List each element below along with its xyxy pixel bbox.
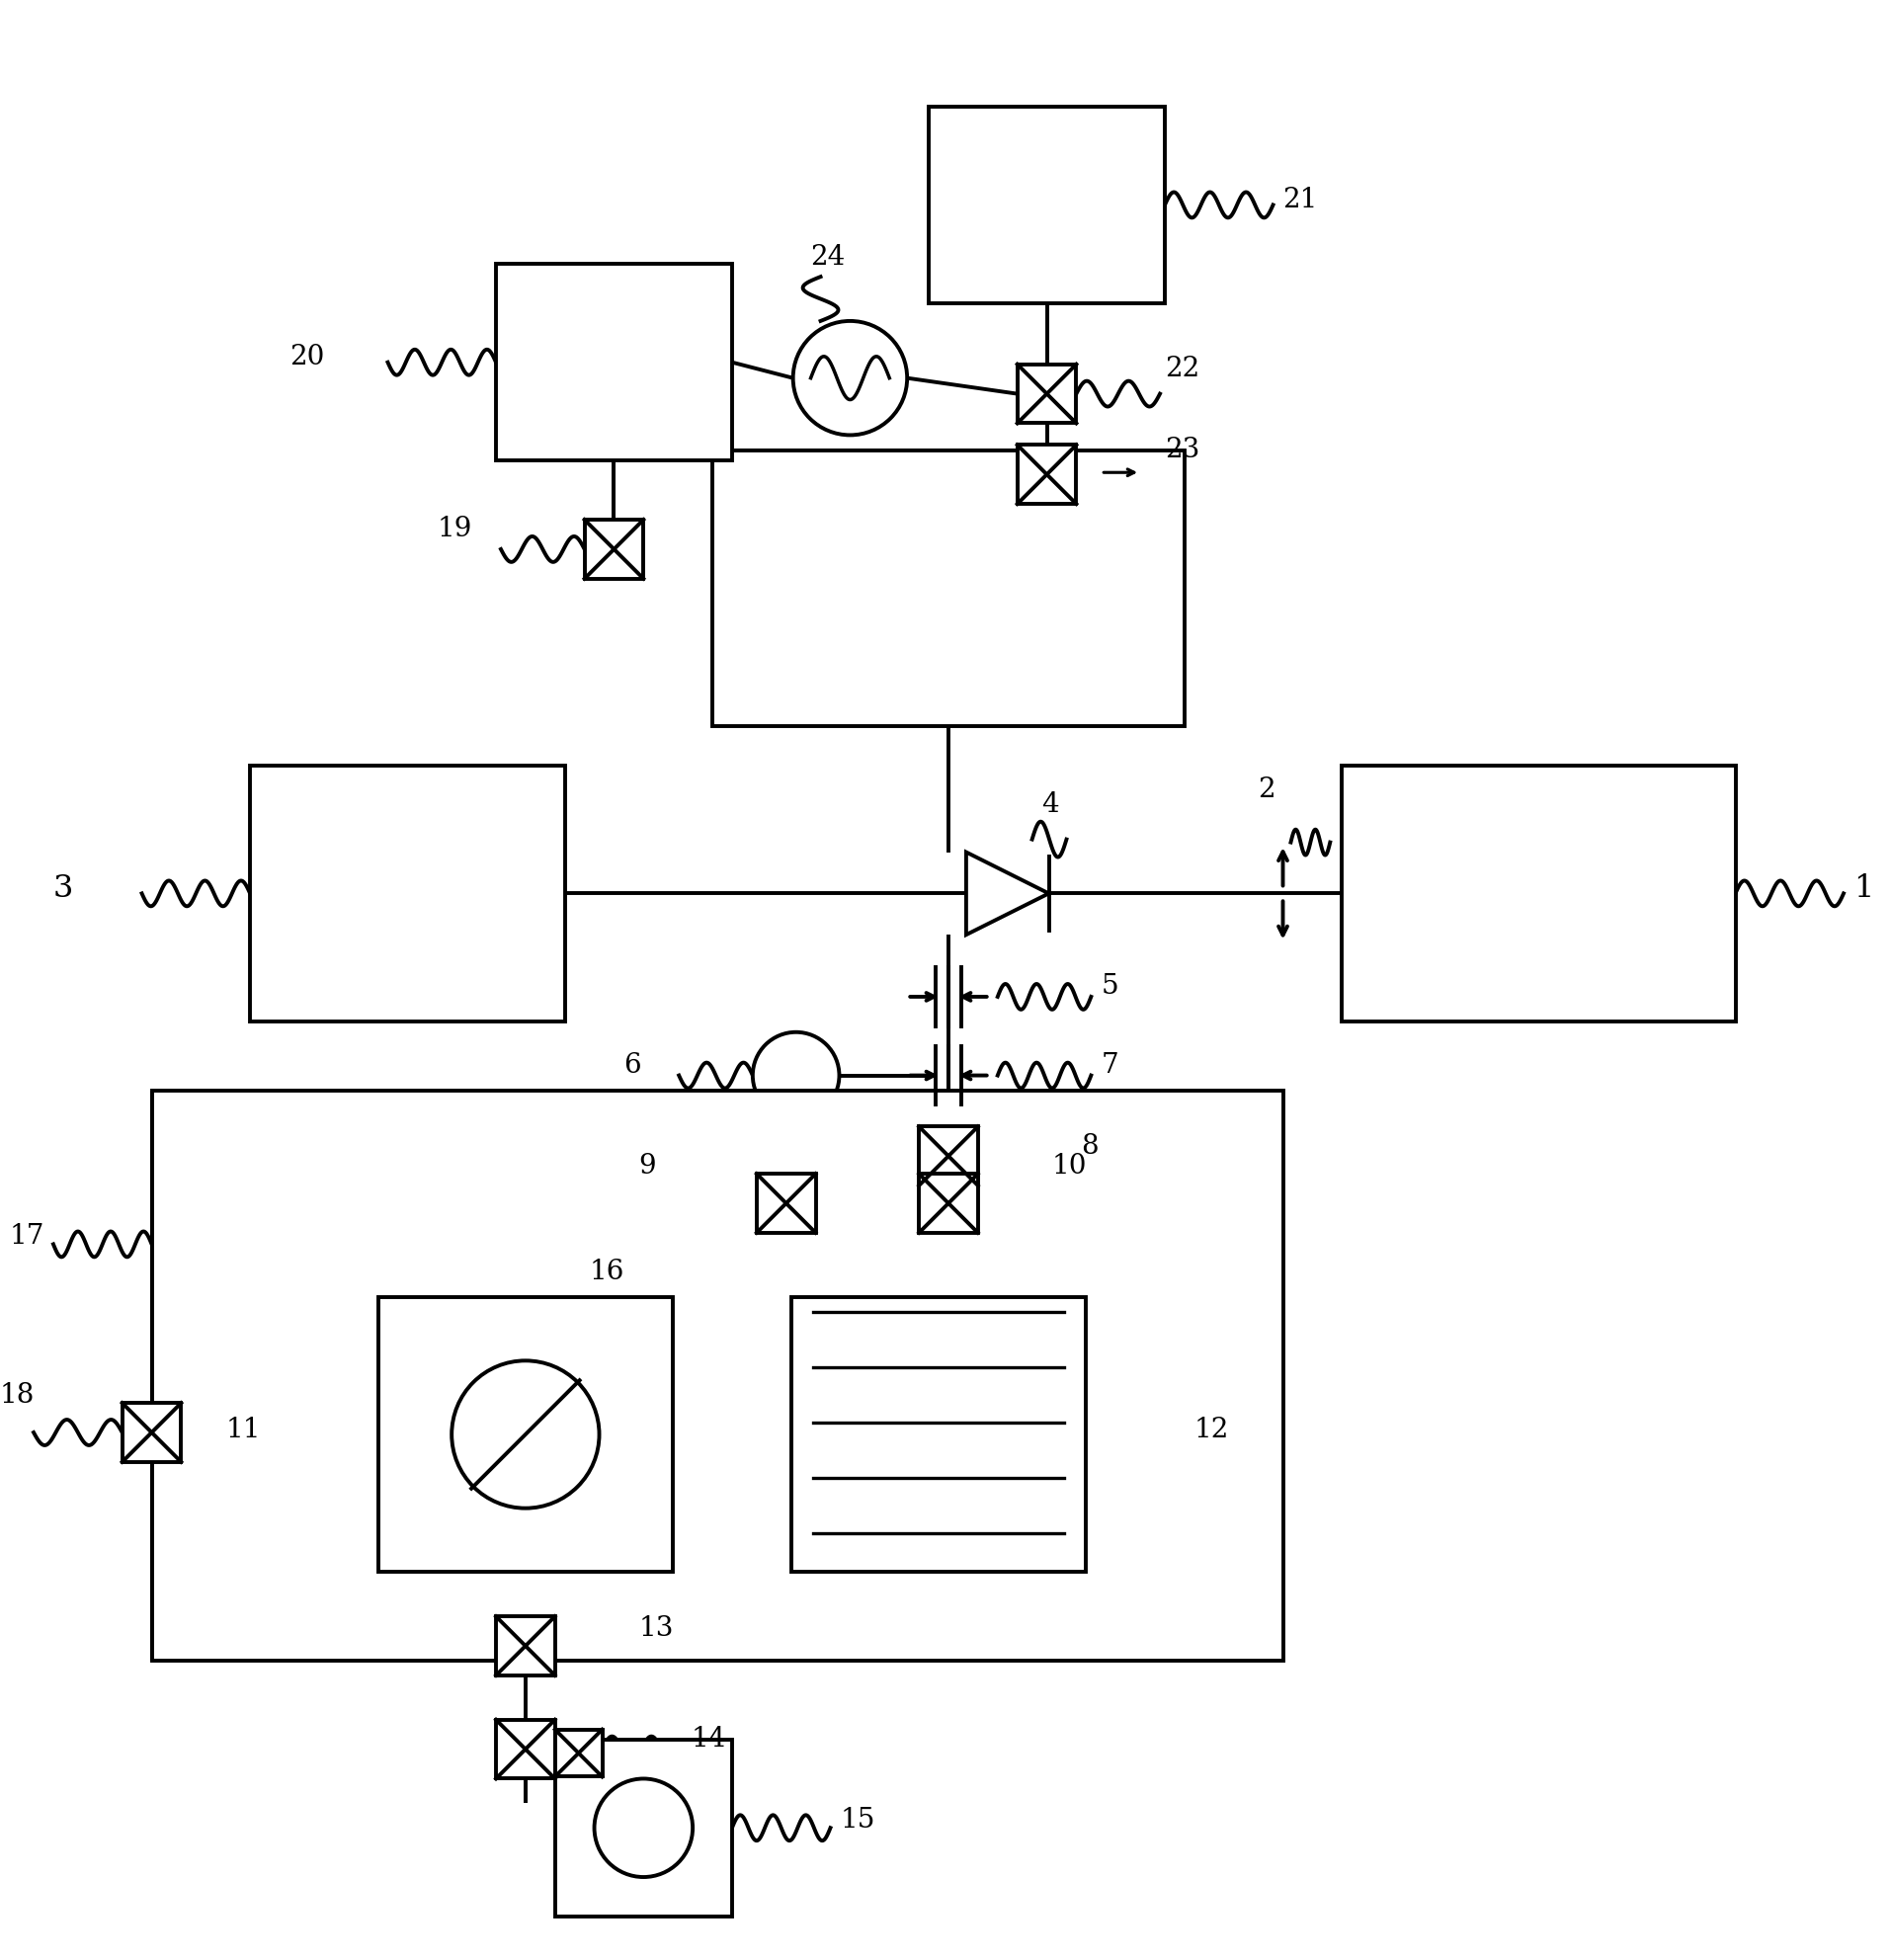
Circle shape — [730, 1225, 843, 1339]
Text: 4: 4 — [1042, 792, 1059, 817]
Bar — [495, 1719, 554, 1778]
Text: 6: 6 — [624, 1053, 641, 1078]
Text: 15: 15 — [840, 1807, 876, 1833]
Text: 10: 10 — [1051, 1152, 1087, 1180]
Text: 20: 20 — [289, 345, 325, 370]
Bar — [584, 519, 643, 578]
Text: 8: 8 — [1082, 1133, 1099, 1160]
Bar — [1343, 766, 1736, 1021]
Bar — [919, 1127, 978, 1186]
Bar — [123, 1403, 182, 1462]
Text: 24: 24 — [811, 243, 845, 270]
Bar — [495, 1617, 554, 1676]
Bar — [151, 1090, 1282, 1660]
Text: 3: 3 — [53, 874, 74, 904]
Text: 5: 5 — [1101, 974, 1118, 1000]
Text: 2: 2 — [1258, 776, 1276, 804]
Circle shape — [792, 321, 908, 435]
Text: 7: 7 — [1101, 1053, 1118, 1078]
Text: 11: 11 — [225, 1417, 261, 1443]
Bar — [250, 766, 565, 1021]
Text: 12: 12 — [1195, 1417, 1229, 1443]
Text: 23: 23 — [1165, 437, 1199, 463]
Text: 19: 19 — [437, 515, 473, 543]
Bar — [1017, 365, 1076, 423]
Bar — [554, 1739, 732, 1917]
Text: 1: 1 — [1853, 874, 1874, 904]
Text: 16: 16 — [590, 1258, 624, 1286]
Bar — [1017, 445, 1076, 504]
Polygon shape — [966, 853, 1050, 935]
Text: 22: 22 — [1165, 357, 1199, 382]
Bar — [756, 1174, 815, 1233]
Bar — [554, 1729, 601, 1776]
Text: 21: 21 — [1282, 186, 1318, 214]
Text: 18: 18 — [0, 1382, 34, 1409]
Bar — [378, 1298, 673, 1572]
Circle shape — [753, 1033, 840, 1119]
Bar — [713, 451, 1184, 727]
Bar — [928, 106, 1165, 304]
Bar — [919, 1174, 978, 1233]
Circle shape — [452, 1360, 599, 1507]
Bar — [790, 1298, 1085, 1572]
Text: 13: 13 — [639, 1615, 673, 1642]
Text: 17: 17 — [9, 1223, 43, 1250]
Text: 9: 9 — [639, 1152, 656, 1180]
Bar — [495, 265, 732, 461]
Text: 14: 14 — [690, 1727, 726, 1752]
Circle shape — [594, 1778, 692, 1878]
